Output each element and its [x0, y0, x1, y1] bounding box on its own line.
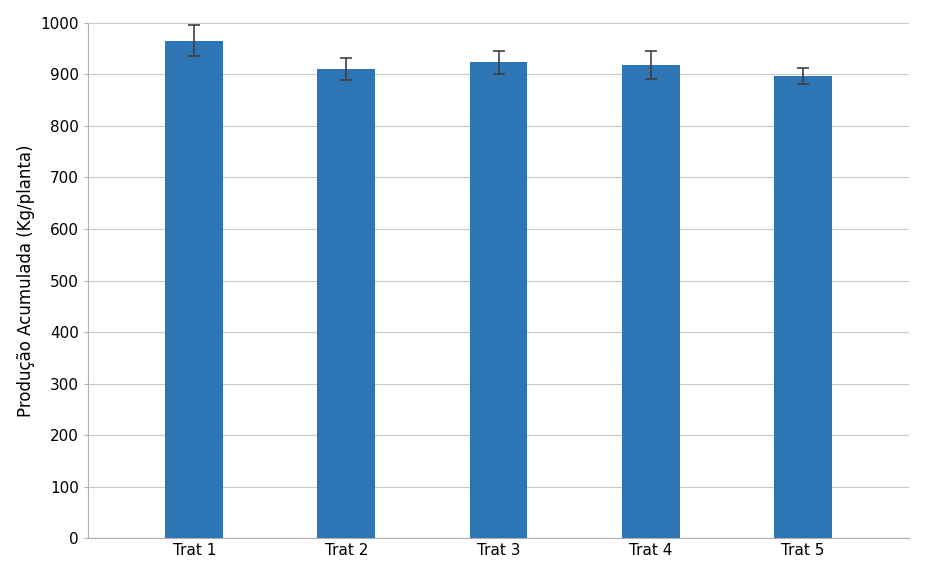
Bar	[774, 76, 832, 538]
Bar	[621, 65, 680, 538]
Bar	[318, 69, 375, 538]
Bar	[166, 41, 223, 538]
Y-axis label: Produção Acumulada (Kg/planta): Produção Acumulada (Kg/planta)	[17, 144, 34, 417]
Bar	[469, 62, 528, 538]
